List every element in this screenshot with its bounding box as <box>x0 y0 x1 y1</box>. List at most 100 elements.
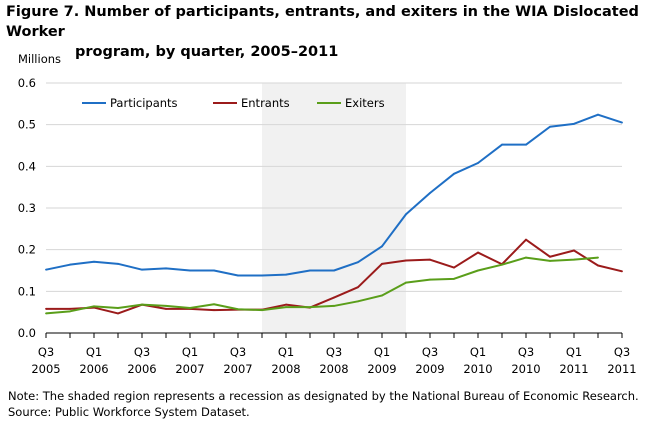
data-point-exiters <box>165 305 167 307</box>
data-point-exiters <box>357 300 359 303</box>
data-point-exiters <box>93 305 95 308</box>
title-line-1: Figure 7. Number of participants, entran… <box>6 4 639 40</box>
data-point-participants <box>357 261 359 264</box>
y-tick-label: 0.2 <box>18 243 36 257</box>
data-point-exiters <box>525 256 527 259</box>
y-tick-label: 0.5 <box>18 118 36 132</box>
data-point-exiters <box>261 309 263 311</box>
x-tick-label-year: 2011 <box>607 362 636 376</box>
data-point-participants <box>573 122 575 125</box>
y-axis-units-label: Millions <box>18 52 62 66</box>
data-point-exiters <box>453 277 455 280</box>
title-line-2: program, by quarter, 2005–2011 <box>75 44 339 60</box>
data-point-exiters <box>597 256 599 259</box>
data-point-participants <box>309 269 311 272</box>
data-point-entrants <box>549 255 551 258</box>
data-point-participants <box>237 274 239 277</box>
legend-label-entrants: Entrants <box>241 96 290 110</box>
data-point-entrants <box>453 266 455 269</box>
x-tick-label-year: 2010 <box>463 362 492 376</box>
data-point-exiters <box>429 278 431 281</box>
data-point-exiters <box>381 294 383 297</box>
data-point-exiters <box>117 307 119 309</box>
data-point-entrants <box>597 264 599 267</box>
data-point-exiters <box>405 281 407 284</box>
data-point-participants <box>285 273 287 276</box>
data-point-entrants <box>405 259 407 262</box>
data-point-exiters <box>141 303 143 306</box>
data-point-participants <box>93 260 95 263</box>
x-tick-label-quarter: Q3 <box>422 345 438 359</box>
x-tick-label-year: 2011 <box>559 362 588 376</box>
x-tick-label-year: 2006 <box>127 362 156 376</box>
data-point-entrants <box>285 303 287 306</box>
data-point-entrants <box>477 251 479 254</box>
data-point-participants <box>453 172 455 175</box>
y-tick-label: 0.3 <box>18 201 36 215</box>
series-line-exiters <box>45 256 599 315</box>
x-tick-label-quarter: Q1 <box>566 345 582 359</box>
data-point-exiters <box>333 305 335 307</box>
note-text: Note: The shaded region represents a rec… <box>8 389 639 403</box>
chart-notes: Note: The shaded region represents a rec… <box>8 388 639 420</box>
data-point-participants <box>141 268 143 271</box>
data-point-entrants <box>381 262 383 265</box>
data-point-entrants <box>573 249 575 252</box>
data-point-participants <box>429 192 431 194</box>
x-tick-label-year: 2009 <box>415 362 444 376</box>
data-point-participants <box>405 213 407 216</box>
data-point-participants <box>261 274 263 277</box>
data-point-entrants <box>333 296 335 299</box>
x-tick-label-quarter: Q3 <box>38 345 54 359</box>
data-point-entrants <box>45 307 47 310</box>
data-point-participants <box>117 262 119 265</box>
data-point-exiters <box>501 263 503 266</box>
x-tick-label-quarter: Q3 <box>518 345 534 359</box>
x-tick-label-quarter: Q1 <box>374 345 390 359</box>
data-point-participants <box>597 113 599 116</box>
data-point-exiters <box>549 260 551 262</box>
x-tick-label-year: 2008 <box>319 362 348 376</box>
chart-title: Figure 7. Number of participants, entran… <box>6 2 671 62</box>
data-point-entrants <box>429 258 431 261</box>
y-tick-label: 0.4 <box>18 159 36 173</box>
data-point-participants <box>477 162 479 164</box>
x-tick-label-year: 2010 <box>511 362 540 376</box>
x-tick-label-year: 2005 <box>31 362 60 376</box>
x-tick-label-quarter: Q1 <box>278 345 294 359</box>
data-point-participants <box>549 125 551 128</box>
data-point-entrants <box>357 286 359 289</box>
x-tick-label-year: 2008 <box>271 362 300 376</box>
data-point-participants <box>69 263 71 266</box>
data-point-exiters <box>213 303 215 306</box>
data-point-exiters <box>69 310 71 313</box>
x-tick-label-year: 2007 <box>223 362 252 376</box>
data-point-participants <box>165 267 167 270</box>
x-tick-label-year: 2006 <box>79 362 108 376</box>
x-tick-label-quarter: Q3 <box>134 345 150 359</box>
data-point-entrants <box>165 307 167 310</box>
y-tick-label: 0.6 <box>18 76 36 90</box>
y-tick-label: 0.0 <box>18 326 36 340</box>
data-point-participants <box>189 269 191 272</box>
data-point-entrants <box>69 307 71 310</box>
data-point-participants <box>501 143 503 146</box>
data-point-participants <box>621 121 623 124</box>
x-tick-label-quarter: Q1 <box>470 345 486 359</box>
data-point-entrants <box>621 270 623 273</box>
y-tick-label: 0.1 <box>18 284 36 298</box>
data-point-exiters <box>45 312 47 315</box>
legend-label-exiters: Exiters <box>345 96 385 110</box>
data-point-participants <box>333 269 335 272</box>
data-point-exiters <box>477 269 479 272</box>
data-point-participants <box>213 269 215 272</box>
data-point-exiters <box>237 308 239 311</box>
data-point-exiters <box>189 307 191 309</box>
data-point-participants <box>525 143 527 146</box>
x-tick-label-quarter: Q3 <box>230 345 246 359</box>
data-point-participants <box>381 245 383 248</box>
x-tick-label-quarter: Q3 <box>614 345 630 359</box>
data-point-entrants <box>525 238 527 241</box>
data-point-entrants <box>117 312 119 315</box>
